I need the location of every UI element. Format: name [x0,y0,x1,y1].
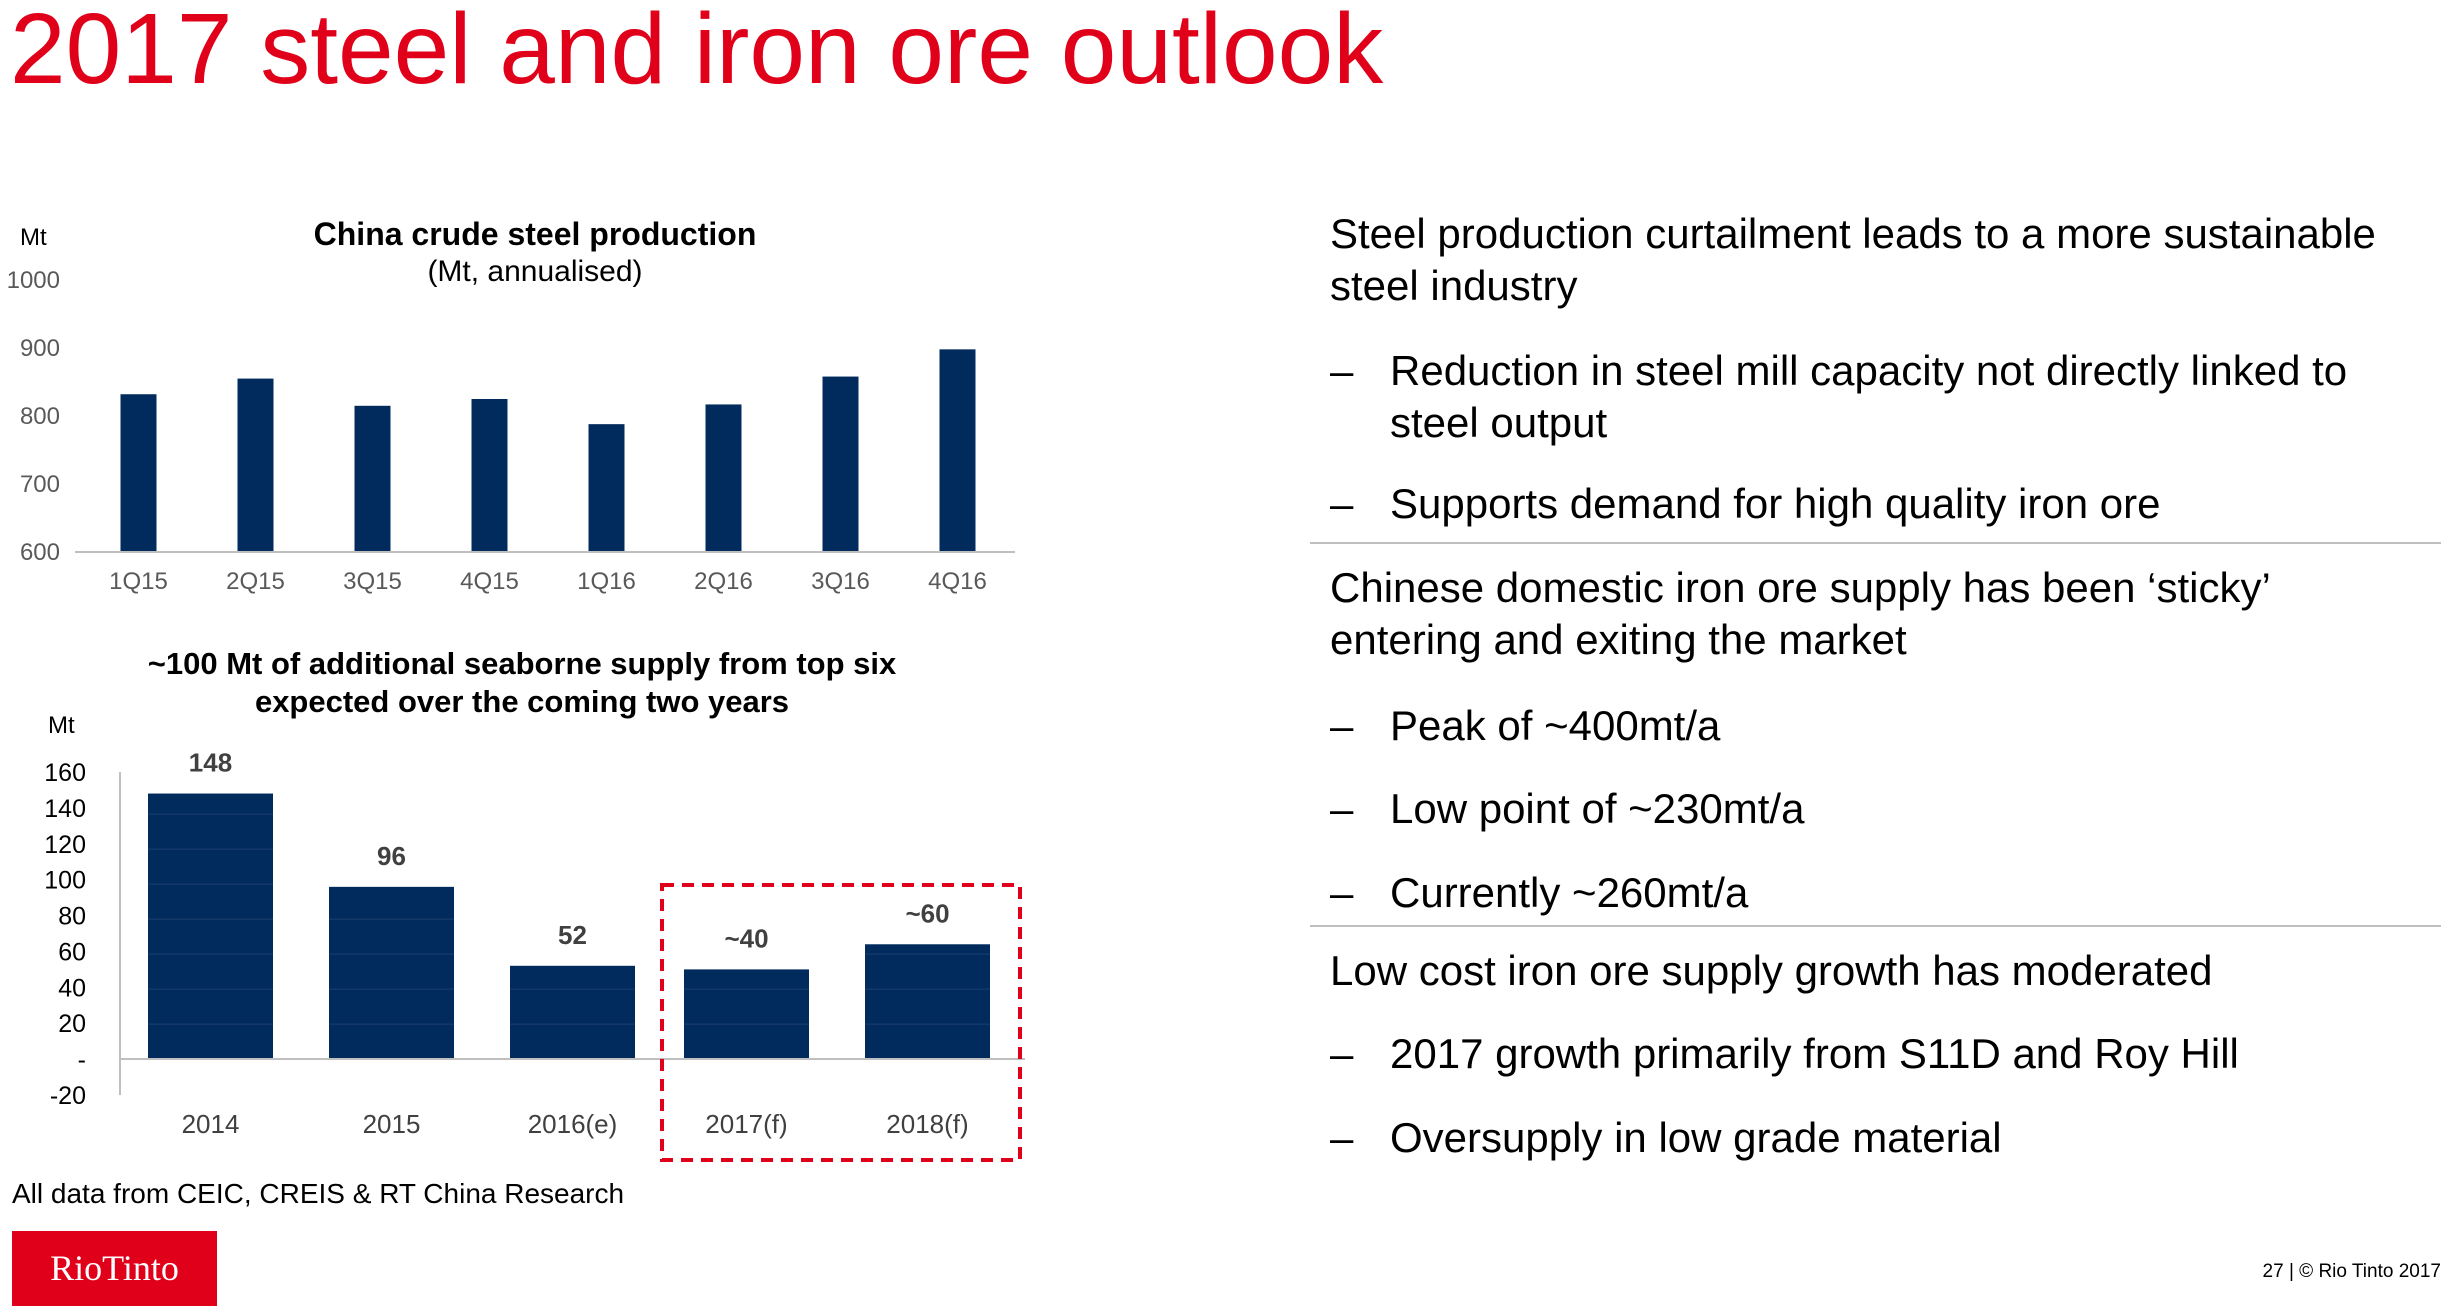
chart2-y-tick: 140 [44,795,86,823]
chart1-y-tick: 1000 [7,267,60,294]
chart2-y-tick: 100 [44,867,86,895]
chart1-bar [705,404,742,552]
section-3-heading: Low cost iron ore supply growth has mode… [1330,947,2213,994]
bullet-text: Low point of ~230mt/a [1390,785,1805,832]
chart2-data-label: ~60 [905,898,949,928]
chart1-x-ticks: 1Q15 2Q15 3Q15 4Q15 1Q16 2Q16 3Q16 4Q16 [109,568,987,595]
chart1-x-tick: 3Q16 [811,568,870,595]
chart1-x-tick: 3Q15 [343,568,402,595]
chart2-y-tick: 20 [58,1010,86,1038]
footer: 27 | © Rio Tinto 2017 [2041,1261,2441,1283]
chart1-y-tick: 900 [20,335,60,362]
bullet-dash: – [1330,702,1354,749]
bullet-text: Oversupply in low grade material [1390,1114,2002,1161]
chart1-x-tick: 2Q16 [694,568,753,595]
section-divider [1310,925,2441,927]
bullet-text: 2017 growth primarily from S11D and Roy … [1390,1030,2239,1077]
chart2-y-tick: -20 [50,1082,86,1110]
section-2-heading: Chinese domestic iron ore supply has bee… [1330,564,2270,663]
chart1-x-tick: 2Q15 [226,568,285,595]
chart2-x-tick: 2018(f) [886,1109,968,1139]
chart1-bar [939,349,976,552]
source-note: All data from CEIC, CREIS & RT China Res… [12,1178,625,1209]
forecast-highlight-box [660,883,1022,1162]
chart2-data-label: ~40 [724,923,768,953]
section-1-heading: Steel production curtailment leads to a … [1330,210,2376,309]
chart2-data-label: 96 [377,841,406,871]
chart1-subtitle: (Mt, annualised) [427,255,642,288]
chart2-bars [148,793,990,1060]
page-title: 2017 steel and iron ore outlook [10,0,1384,105]
chart2-title-line-2: expected over the coming two years [255,684,789,719]
bullet-text: Supports demand for high quality iron or… [1390,480,2161,527]
bullet-dash: – [1330,347,1354,394]
chart1-bar [588,424,625,552]
chart2-y-tick: 160 [44,759,86,787]
steel-production-chart: China crude steel production (Mt, annual… [7,216,1015,595]
copyright: | © Rio Tinto 2017 [2288,1261,2441,1282]
chart2-y-tick: 40 [58,974,86,1002]
chart2-bar [329,886,454,1060]
chart2-data-label: 52 [558,920,587,950]
charts-area: China crude steel production (Mt, annual… [7,216,1025,1162]
chart2-y-ticks: 160 140 120 100 80 60 40 20 - -20 [44,759,86,1110]
chart1-y-tick: 800 [20,403,60,430]
logo-text: RioTinto [50,1248,179,1288]
chart2-x-ticks: 2014 2015 2016(e) 2017(f) 2018(f) [182,1109,969,1139]
chart1-title: China crude steel production [314,216,757,252]
chart2-x-tick: 2017(f) [705,1109,787,1139]
chart2-title-line-1: ~100 Mt of additional seaborne supply fr… [148,646,897,681]
chart1-bars [120,349,976,552]
chart2-y-tick: 80 [58,903,86,931]
chart2-y-tick: 60 [58,938,86,966]
section-divider [1310,542,2441,544]
chart2-x-tick: 2016(e) [528,1109,618,1139]
chart2-y-tick: - [78,1046,86,1074]
chart1-bar [354,405,391,552]
bullet-text: Currently ~260mt/a [1390,869,1749,916]
chart2-bar [148,793,273,1060]
chart1-x-tick: 4Q16 [928,568,987,595]
bullet-dash: – [1330,869,1354,916]
chart2-data-labels: 148 96 52 ~40 ~60 [189,748,950,954]
chart1-bar [471,399,508,552]
chart2-bar [684,969,809,1060]
bullet-dash: – [1330,1114,1354,1161]
bullet-text: Peak of ~400mt/a [1390,702,1721,749]
chart1-y-tick: 700 [20,471,60,498]
chart2-bar [865,944,990,1060]
chart2-x-tick: 2014 [182,1109,240,1139]
chart2-x-tick: 2015 [363,1109,421,1139]
bullet-dash: – [1330,480,1354,527]
seaborne-supply-chart: ~100 Mt of additional seaborne supply fr… [44,646,1025,1162]
chart1-bar [237,378,274,552]
chart1-y-unit: Mt [20,224,47,251]
chart1-bar [822,376,859,552]
chart1-x-tick: 4Q15 [460,568,519,595]
chart2-data-label: 148 [189,748,232,778]
chart1-bar [120,394,157,552]
bullet-dash: – [1330,1030,1354,1077]
chart1-x-tick: 1Q15 [109,568,168,595]
bullet-dash: – [1330,785,1354,832]
chart2-bar [510,965,635,1060]
chart1-y-tick: 600 [20,539,60,566]
bullet-text: Reduction in steel mill capacity not dir… [1390,347,2348,446]
rio-tinto-logo: RioTinto [12,1231,217,1306]
chart1-y-ticks: 1000 900 800 700 600 [7,267,60,566]
chart2-y-tick: 120 [44,831,86,859]
page-number: 27 [2262,1261,2284,1282]
chart1-x-tick: 1Q16 [577,568,636,595]
chart2-y-unit: Mt [48,712,75,739]
